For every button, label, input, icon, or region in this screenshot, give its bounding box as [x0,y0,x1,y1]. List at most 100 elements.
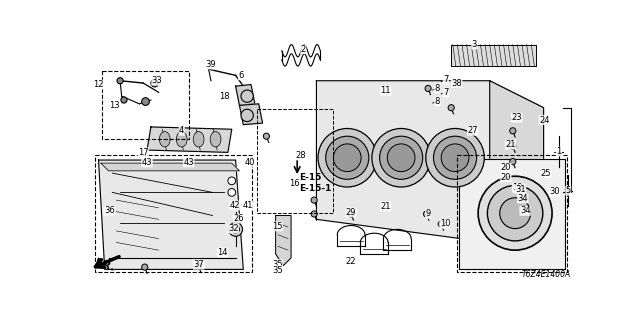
Ellipse shape [488,186,543,241]
Text: 8: 8 [435,97,440,106]
Text: 18: 18 [220,92,230,101]
Ellipse shape [318,129,376,187]
Circle shape [228,188,236,196]
Polygon shape [459,159,565,269]
Text: T6Z4E1400A: T6Z4E1400A [522,270,570,279]
Circle shape [311,197,317,203]
Text: FR.: FR. [93,258,116,274]
Polygon shape [99,160,243,269]
Text: 29: 29 [346,208,356,217]
Text: 4: 4 [179,126,184,135]
Text: 14: 14 [217,248,228,257]
Circle shape [141,264,148,270]
Ellipse shape [333,144,361,172]
Text: 27: 27 [467,126,478,135]
Text: 21: 21 [505,140,516,149]
Ellipse shape [210,132,221,147]
Circle shape [311,211,317,217]
Polygon shape [236,84,255,105]
Text: 12: 12 [93,80,104,89]
Text: 35: 35 [272,260,282,268]
Ellipse shape [372,129,431,187]
Circle shape [509,143,516,149]
Text: 2: 2 [301,45,306,54]
Bar [257,109,333,213]
Text: 37: 37 [193,260,204,269]
Text: 43: 43 [141,158,152,167]
Text: 13: 13 [109,101,120,110]
Circle shape [348,211,354,217]
Ellipse shape [426,129,484,187]
Text: 8: 8 [435,84,440,93]
Text: 5: 5 [566,186,571,195]
Text: 41: 41 [243,201,253,210]
Text: 24: 24 [539,116,550,124]
Text: 3: 3 [472,40,477,49]
Circle shape [438,221,444,227]
Text: 20: 20 [500,172,511,181]
Text: 6: 6 [238,71,244,80]
Ellipse shape [159,132,170,147]
Text: 10: 10 [440,220,451,228]
Ellipse shape [193,132,204,147]
Text: 21: 21 [381,202,391,211]
Polygon shape [101,163,239,171]
Text: 40: 40 [245,158,255,167]
Text: 1: 1 [556,147,562,156]
Circle shape [117,78,123,84]
Polygon shape [490,81,543,243]
Polygon shape [239,104,262,124]
Ellipse shape [176,132,187,147]
Circle shape [241,109,253,122]
Text: 23: 23 [511,113,522,122]
Circle shape [196,263,202,269]
Text: 32: 32 [228,224,239,233]
Text: 28: 28 [295,151,305,160]
Text: 34: 34 [518,194,528,203]
Ellipse shape [387,144,415,172]
Ellipse shape [433,136,477,179]
Text: 34: 34 [520,206,531,215]
Circle shape [232,226,239,233]
Text: 22: 22 [345,257,356,266]
Text: 26: 26 [234,214,244,223]
Circle shape [121,97,127,103]
Circle shape [448,105,454,111]
Text: 43: 43 [183,158,194,167]
Circle shape [151,79,159,87]
Text: 19: 19 [512,183,523,192]
Text: 38: 38 [451,78,462,88]
Ellipse shape [478,176,552,250]
Circle shape [141,98,149,105]
Ellipse shape [441,144,469,172]
Text: 36: 36 [104,206,115,215]
Circle shape [425,85,431,92]
Bar [95,156,252,273]
Text: 39: 39 [205,60,216,69]
Text: 25: 25 [541,169,551,178]
Text: 35: 35 [272,266,282,275]
Bar [451,44,536,66]
Circle shape [263,133,269,139]
Text: 20: 20 [500,163,511,172]
Text: 42: 42 [230,201,240,210]
Circle shape [509,128,516,134]
Text: 30: 30 [549,187,560,196]
Circle shape [241,90,253,102]
Text: 7: 7 [443,88,449,97]
Ellipse shape [326,136,369,179]
Polygon shape [316,81,543,108]
Text: 15: 15 [272,222,282,231]
Text: 16: 16 [289,179,300,188]
Bar [458,156,568,273]
Polygon shape [276,215,291,266]
Circle shape [228,222,243,236]
Text: 7: 7 [443,76,449,84]
Text: 33: 33 [152,76,163,85]
Circle shape [228,177,236,185]
Ellipse shape [380,136,422,179]
Circle shape [509,158,516,165]
Circle shape [424,211,429,217]
Polygon shape [316,81,490,243]
Bar [102,71,189,139]
